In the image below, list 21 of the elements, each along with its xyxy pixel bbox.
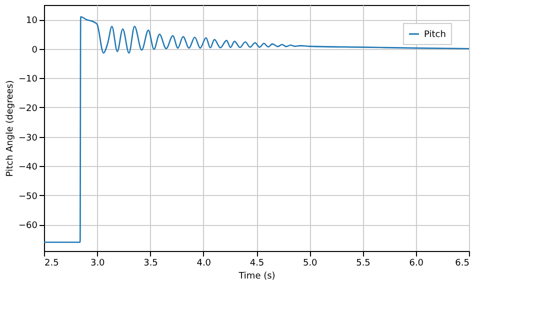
y-tick-label: 0 xyxy=(32,45,38,56)
x-tick-label: 3.0 xyxy=(90,258,106,268)
y-tick-label: −60 xyxy=(18,221,38,232)
x-tick-label: 4.5 xyxy=(250,258,264,268)
x-tick-label: 6.0 xyxy=(409,258,424,268)
x-tick-label: 2.5 xyxy=(44,258,59,268)
x-tick-label: 5.5 xyxy=(356,258,370,268)
y-tick-label: −30 xyxy=(18,133,38,144)
x-tick-label: 3.5 xyxy=(144,258,158,268)
y-tick-label: 10 xyxy=(26,16,38,26)
y-tick-label: −10 xyxy=(18,74,38,85)
x-tick-label: 4.0 xyxy=(196,258,212,268)
x-axis-title: Time (s) xyxy=(238,272,276,282)
y-tick-label: −20 xyxy=(18,104,38,114)
y-tick-label: −40 xyxy=(18,162,38,173)
x-tick-label: 5.0 xyxy=(302,258,318,268)
y-tick-label: −50 xyxy=(18,192,38,202)
y-axis-title: Pitch Angle (degrees) xyxy=(6,80,16,177)
line-series xyxy=(43,16,470,243)
legend-label: Pitch xyxy=(424,30,446,40)
x-tick-label: 6.5 xyxy=(455,258,470,268)
